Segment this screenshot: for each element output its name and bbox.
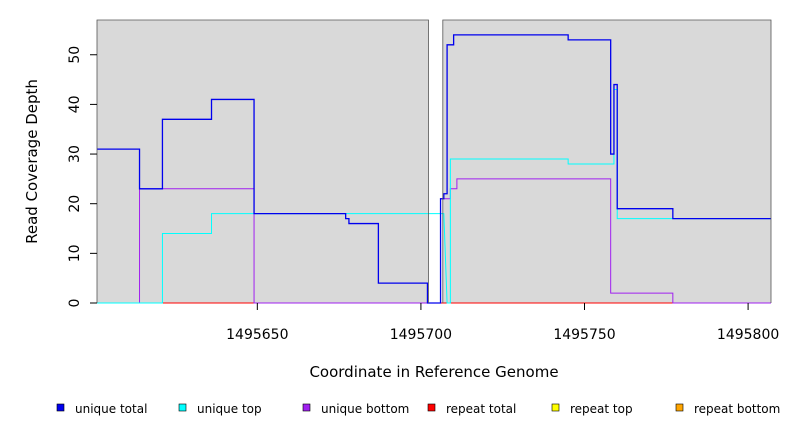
y-axis-title: Read Coverage Depth	[23, 79, 41, 244]
x-tick-label: 1495700	[390, 327, 452, 343]
y-tick-label: 0	[67, 299, 83, 308]
legend-label: repeat bottom	[694, 402, 780, 416]
y-tick-label: 10	[67, 244, 83, 262]
y-axis: 0 10 20 30 40 50	[67, 46, 97, 308]
legend-label: unique total	[75, 402, 147, 416]
x-axis-title: Coordinate in Reference Genome	[309, 363, 558, 381]
legend-label: repeat top	[570, 402, 633, 416]
series-line-unique-total	[97, 34, 771, 304]
legend-swatch	[427, 403, 436, 412]
x-tick-label: 1495800	[717, 327, 779, 343]
plot-background-left	[97, 20, 429, 303]
legend-swatch	[551, 403, 560, 412]
x-tick-label: 1495650	[226, 327, 288, 343]
y-tick-label: 40	[67, 95, 83, 113]
legend-swatch	[302, 403, 311, 412]
x-axis: 1495650 1495700 1495750 1495800	[226, 303, 779, 343]
series-line-unique-top	[97, 89, 771, 304]
legend-label: unique top	[197, 402, 262, 416]
legend-swatch	[675, 403, 684, 412]
legend-label: repeat total	[446, 402, 516, 416]
plot-background-right	[442, 20, 771, 303]
legend-swatch	[178, 403, 187, 412]
legend-label: unique bottom	[321, 402, 409, 416]
x-tick-label: 1495750	[553, 327, 615, 343]
plot-frame	[96, 19, 772, 303]
legend-swatch	[56, 403, 65, 412]
legend: unique total unique top unique bottom repea…	[56, 402, 780, 416]
y-tick-label: 50	[67, 46, 83, 64]
y-tick-label: 30	[67, 145, 83, 163]
series-layer	[97, 34, 771, 304]
y-tick-label: 20	[67, 195, 83, 213]
